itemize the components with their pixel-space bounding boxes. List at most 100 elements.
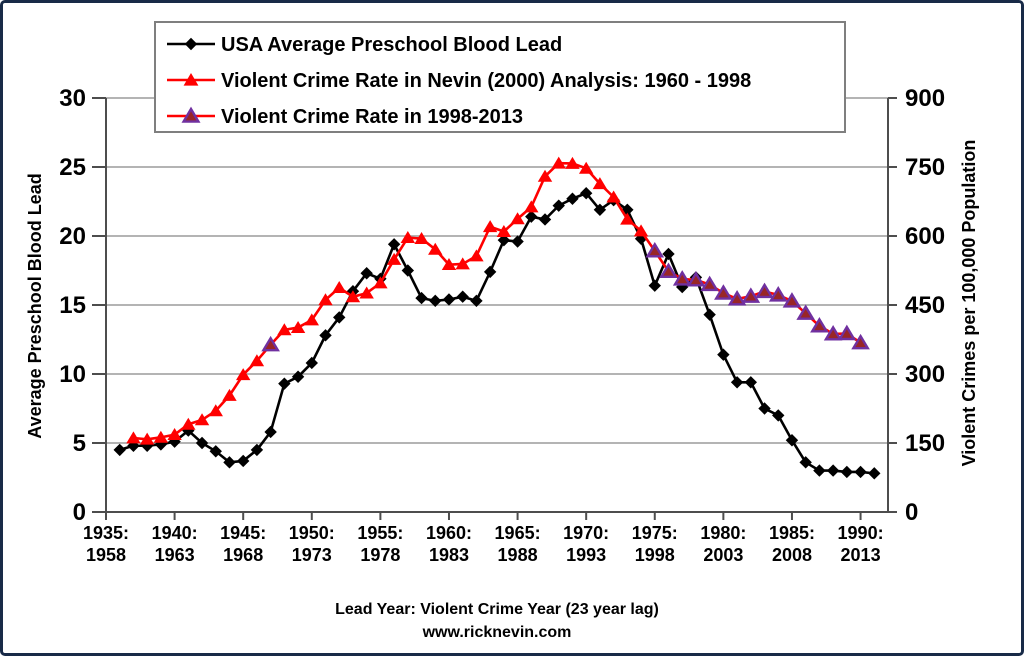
triangle-marker bbox=[332, 281, 347, 294]
triangle-marker bbox=[359, 286, 374, 299]
legend-item-crime-nevin: Violent Crime Rate in Nevin (2000) Analy… bbox=[167, 70, 751, 92]
diamond-marker bbox=[195, 436, 209, 450]
triangle-marker bbox=[304, 313, 319, 326]
x-axis-tick-label: 1985: bbox=[769, 523, 815, 543]
diamond-marker bbox=[538, 213, 552, 226]
right-axis-tick-label: 450 bbox=[905, 292, 945, 319]
legend-item-crime-recent: Violent Crime Rate in 1998-2013 bbox=[167, 106, 523, 128]
diamond-marker bbox=[236, 454, 250, 468]
x-axis-tick-label: 1960: bbox=[426, 523, 472, 543]
diamond-marker bbox=[552, 199, 565, 212]
triangle-marker bbox=[496, 224, 512, 237]
diamond-marker bbox=[319, 329, 332, 342]
series-line bbox=[133, 161, 656, 441]
x-axis-tick-label: 1958 bbox=[86, 545, 126, 565]
diamond-marker bbox=[360, 267, 373, 280]
x-axis-tick-label: 1990: bbox=[838, 523, 884, 543]
triangle-marker bbox=[277, 323, 292, 336]
triangle-marker bbox=[755, 282, 774, 299]
triangle-marker bbox=[139, 432, 155, 445]
triangle-marker bbox=[606, 190, 621, 203]
triangle-marker bbox=[620, 212, 635, 225]
triangle-marker bbox=[373, 276, 388, 289]
data-series bbox=[113, 156, 881, 480]
left-axis-tick-label: 10 bbox=[59, 361, 86, 388]
triangle-marker bbox=[851, 333, 870, 350]
legend-label-crime-nevin: Violent Crime Rate in Nevin (2000) Analy… bbox=[221, 70, 751, 92]
triangle-marker bbox=[510, 212, 525, 225]
x-axis-tick-label: 1955: bbox=[357, 523, 403, 543]
triangle-marker bbox=[823, 325, 843, 341]
diamond-marker bbox=[401, 264, 415, 277]
right-axis-tick-label: 0 bbox=[905, 499, 918, 526]
triangle-marker bbox=[400, 230, 416, 243]
diamond-marker bbox=[113, 443, 126, 457]
diamond-marker bbox=[785, 434, 799, 447]
triangle-marker bbox=[686, 270, 706, 287]
x-axis-tick-label: 2008 bbox=[772, 545, 812, 565]
triangle-marker bbox=[249, 354, 265, 367]
legend-label-crime-recent: Violent Crime Rate in 1998-2013 bbox=[221, 106, 523, 128]
x-axis-tick-label: 1968 bbox=[223, 545, 263, 565]
gridlines bbox=[106, 97, 888, 444]
diamond-marker bbox=[278, 377, 291, 390]
legend-box: USA Average Preschool Blood Lead Violent… bbox=[154, 21, 846, 133]
diamond-marker bbox=[676, 280, 689, 294]
triangle-marker bbox=[578, 161, 594, 174]
legend-triangle-red-icon bbox=[183, 73, 199, 86]
triangle-marker bbox=[222, 388, 237, 401]
diamond-marker bbox=[525, 210, 538, 223]
diamond-marker bbox=[579, 187, 593, 200]
triangle-marker bbox=[126, 431, 141, 444]
legend-triangle-purple-icon bbox=[181, 106, 201, 123]
left-axis-tick-label: 30 bbox=[59, 85, 86, 112]
triangle-marker bbox=[524, 200, 539, 213]
footer-caption: Lead Year: Violent Crime Year (23 year l… bbox=[335, 601, 659, 618]
diamond-marker bbox=[868, 467, 881, 480]
diamond-marker bbox=[483, 265, 497, 279]
diamond-marker bbox=[662, 247, 675, 261]
legend-label-blood-lead: USA Average Preschool Blood Lead bbox=[221, 34, 562, 56]
diamond-marker bbox=[799, 456, 812, 469]
right-axis-tick-label: 300 bbox=[905, 361, 945, 388]
x-axis-tick-label: 1973 bbox=[292, 545, 332, 565]
right-axis-title: Violent Crimes per 100,000 Population bbox=[959, 140, 979, 467]
x-axis-tick-label: 1965: bbox=[495, 523, 541, 543]
series-0 bbox=[113, 187, 881, 480]
right-axis-tick-label: 900 bbox=[905, 85, 945, 112]
diamond-marker bbox=[429, 294, 442, 308]
diamond-marker bbox=[813, 464, 826, 477]
diamond-marker bbox=[566, 192, 579, 205]
triangle-marker bbox=[645, 241, 665, 258]
x-axis-tick-label: 1970: bbox=[563, 523, 609, 543]
triangle-marker bbox=[714, 284, 733, 300]
diamond-marker bbox=[333, 311, 346, 324]
diamond-marker bbox=[593, 203, 607, 216]
diamond-marker bbox=[826, 464, 840, 477]
x-axis-tick-label: 1980: bbox=[700, 523, 746, 543]
left-axis-tick-label: 25 bbox=[59, 154, 86, 181]
triangle-marker bbox=[537, 169, 553, 182]
triangle-marker bbox=[633, 224, 649, 237]
triangle-marker bbox=[428, 242, 443, 255]
diamond-marker bbox=[387, 238, 401, 251]
triangle-marker bbox=[345, 290, 361, 303]
x-axis-tick-label: 2013 bbox=[841, 545, 881, 565]
x-axis-tick-label: 1988 bbox=[498, 545, 538, 565]
legend-border bbox=[154, 21, 846, 133]
diamond-marker bbox=[250, 443, 264, 457]
diamond-marker bbox=[648, 279, 661, 292]
right-axis-tick-label: 600 bbox=[905, 223, 945, 250]
x-axis-tick-label: 1940: bbox=[152, 523, 198, 543]
triangle-marker bbox=[768, 286, 788, 302]
diamond-marker bbox=[744, 376, 758, 389]
left-axis-tick-label: 0 bbox=[73, 499, 86, 526]
diamond-marker bbox=[305, 356, 318, 370]
triangle-marker bbox=[290, 320, 306, 333]
diamond-marker bbox=[703, 308, 716, 321]
diamond-marker bbox=[415, 291, 428, 305]
x-axis-tick-label: 1950: bbox=[289, 523, 335, 543]
diamond-marker bbox=[511, 235, 524, 248]
series-1 bbox=[126, 156, 662, 445]
diamond-marker bbox=[772, 409, 785, 422]
